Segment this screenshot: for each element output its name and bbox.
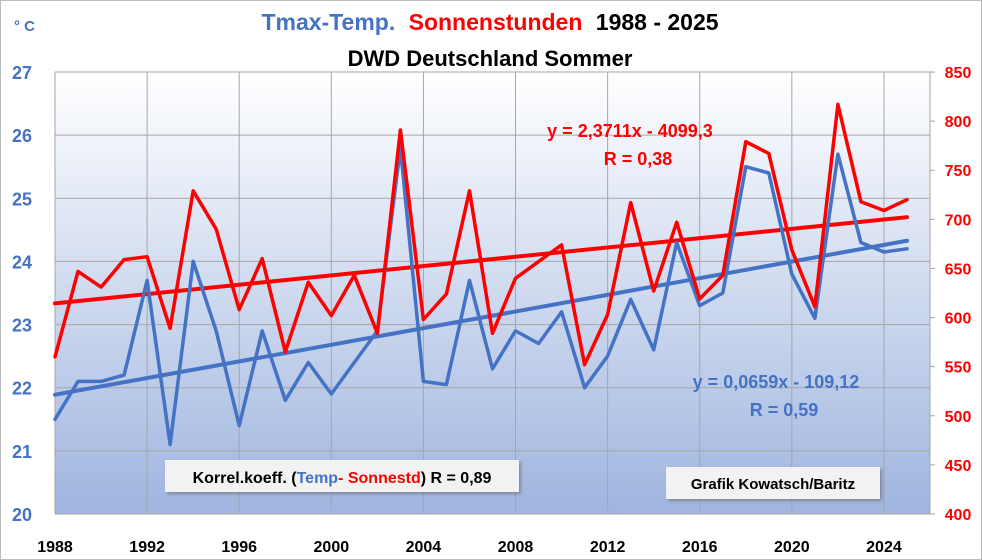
- title-part-years: 1988 - 2025: [596, 9, 719, 35]
- x-tick-label: 2000: [314, 539, 350, 556]
- y-left-tick-label: 23: [12, 316, 32, 336]
- x-tick-label: 1996: [221, 539, 257, 556]
- correlation-prefix: Korrel.koeff. (: [193, 470, 298, 487]
- y-left-tick-label: 24: [12, 252, 32, 272]
- y-axis-left: 20 21 22 23 24 25 26 27: [12, 63, 32, 525]
- x-tick-label: 2008: [498, 539, 534, 556]
- y-left-tick-label: 27: [12, 63, 32, 83]
- y-right-tick-label: 750: [945, 163, 972, 180]
- y-right-tick-label: 850: [945, 65, 972, 82]
- y-left-tick-label: 20: [12, 505, 32, 525]
- x-tick-label: 2020: [774, 539, 810, 556]
- y-right-tick-label: 800: [945, 114, 972, 131]
- chart-title-line2: DWD Deutschland Sommer: [348, 46, 633, 71]
- x-tick-label: 2012: [590, 539, 626, 556]
- correlation-sun: Sonnestd: [348, 470, 421, 487]
- sun-trend-r: R = 0,38: [604, 149, 673, 169]
- correlation-temp: Temp: [297, 470, 339, 487]
- credit-box-bg: [666, 467, 880, 499]
- data-series: [53, 102, 909, 447]
- correlation-box-bg: [165, 460, 519, 492]
- y-left-tick-label: 25: [12, 189, 32, 209]
- temp-series-line: [53, 146, 909, 447]
- correlation-label: Korrel.koeff. (Temp- Sonnestd) R = 0,89: [193, 470, 492, 487]
- correlation-suffix: ) R = 0,89: [421, 470, 492, 487]
- y-right-tick-label: 400: [945, 507, 972, 524]
- temp-trend-r: R = 0,59: [750, 400, 819, 420]
- credit-label: Grafik Kowatsch/Baritz: [691, 476, 855, 493]
- credit-box: Grafik Kowatsch/Baritz: [666, 467, 880, 499]
- x-tick-label: 2004: [406, 539, 442, 556]
- x-tick-label: 2016: [682, 539, 718, 556]
- x-tick-label: 2024: [866, 539, 902, 556]
- correlation-box: Korrel.koeff. (Temp- Sonnestd) R = 0,89: [165, 460, 519, 492]
- y-right-tick-label: 450: [945, 458, 972, 475]
- sun-series-line: [53, 102, 909, 367]
- y-right-tick-label: 550: [945, 360, 972, 377]
- y-axis-right: 400 450 500 550 600 650 700 750 800 850: [929, 65, 972, 524]
- sun-trend-equation: y = 2,3711x - 4099,3: [547, 121, 713, 141]
- temp-trend-equation: y = 0,0659x - 109,12: [693, 372, 860, 392]
- title-part-temp: Tmax-Temp.: [261, 9, 395, 35]
- title-part-sun: Sonnenstunden: [409, 9, 583, 35]
- chart-title-line1: Tmax-Temp. Sonnenstunden 1988 - 2025: [261, 9, 718, 35]
- y-right-tick-label: 650: [945, 261, 972, 278]
- x-tick-label: 1988: [37, 539, 73, 556]
- y-left-tick-label: 22: [12, 379, 32, 399]
- y-left-tick-label: 21: [12, 442, 32, 462]
- y-left-tick-label: 26: [12, 126, 32, 146]
- plot-area: [55, 72, 930, 514]
- y-left-unit: ° C: [14, 18, 35, 35]
- correlation-dash: -: [338, 470, 348, 487]
- y-right-tick-label: 700: [945, 212, 972, 229]
- x-tick-label: 1992: [129, 539, 165, 556]
- x-axis: 1988 1992 1996 2000 2004 2008 2012 2016 2020 2024: [37, 539, 902, 556]
- y-right-tick-label: 600: [945, 311, 972, 328]
- y-right-tick-label: 500: [945, 409, 972, 426]
